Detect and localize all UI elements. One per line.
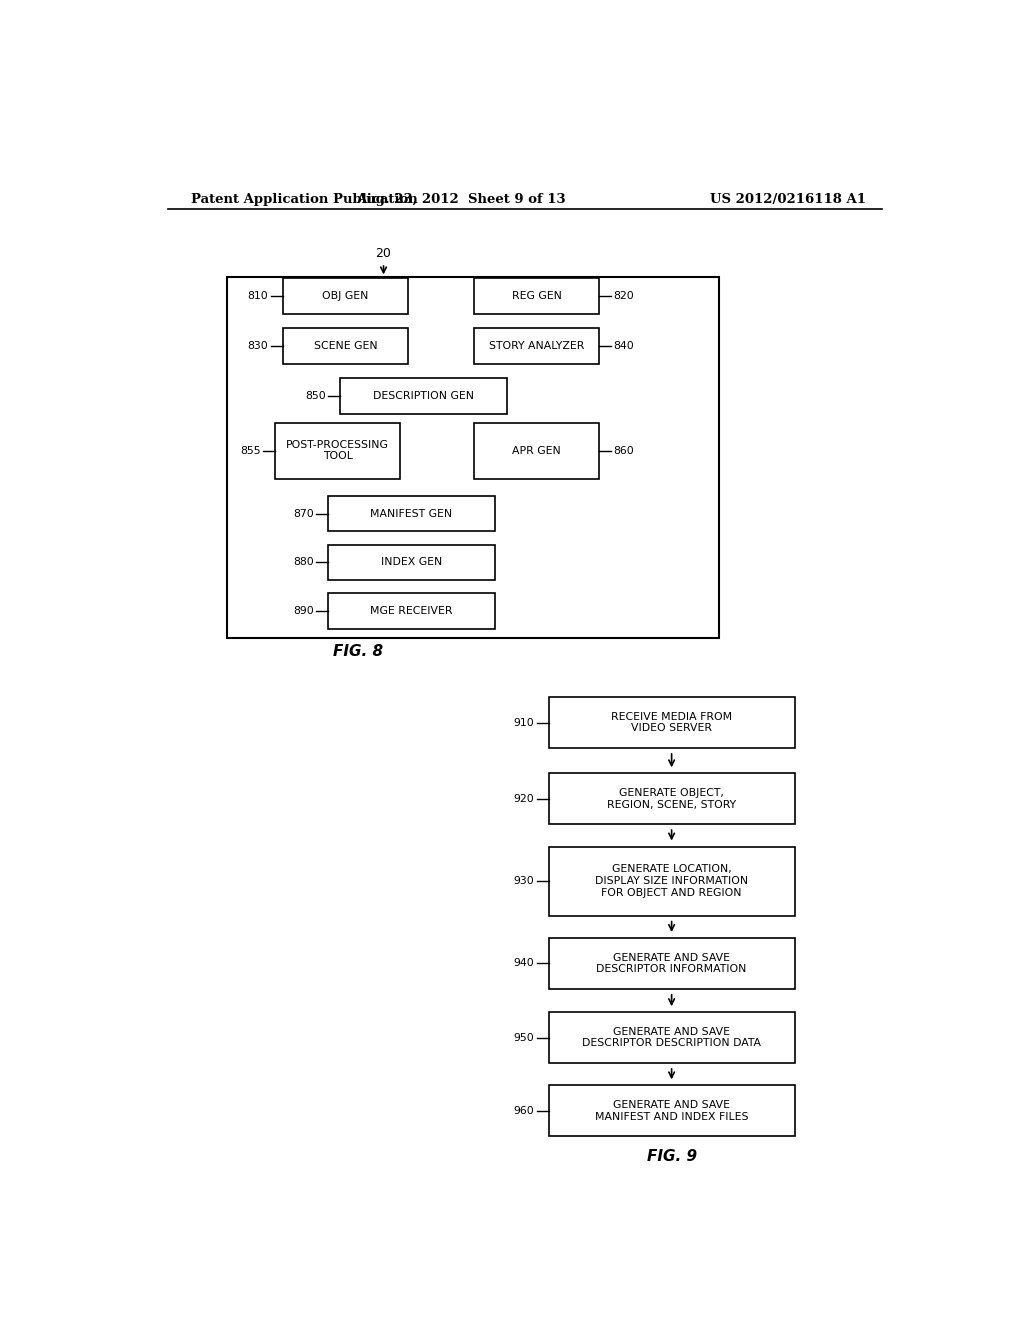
Text: 940: 940 [514,958,535,969]
Text: GENERATE AND SAVE
DESCRIPTOR INFORMATION: GENERATE AND SAVE DESCRIPTOR INFORMATION [596,953,746,974]
Text: 20: 20 [376,247,391,260]
Bar [549,939,795,989]
Text: 870: 870 [293,508,313,519]
Text: GENERATE AND SAVE
DESCRIPTOR DESCRIPTION DATA: GENERATE AND SAVE DESCRIPTOR DESCRIPTION… [582,1027,761,1048]
Bar [549,697,795,748]
Bar [328,496,495,532]
Text: 910: 910 [514,718,535,727]
Text: GENERATE OBJECT,
REGION, SCENE, STORY: GENERATE OBJECT, REGION, SCENE, STORY [607,788,736,809]
Text: 830: 830 [248,341,268,351]
Text: 920: 920 [514,793,535,804]
Text: 960: 960 [514,1106,535,1115]
Text: 840: 840 [613,341,635,351]
Text: US 2012/0216118 A1: US 2012/0216118 A1 [710,193,866,206]
Text: STORY ANALYZER: STORY ANALYZER [489,341,585,351]
Bar [227,277,719,638]
Text: Aug. 23, 2012  Sheet 9 of 13: Aug. 23, 2012 Sheet 9 of 13 [356,193,566,206]
Text: MANIFEST GEN: MANIFEST GEN [371,508,453,519]
Text: 850: 850 [305,391,326,401]
Bar [274,422,400,479]
Text: FIG. 8: FIG. 8 [333,644,383,659]
Text: GENERATE AND SAVE
MANIFEST AND INDEX FILES: GENERATE AND SAVE MANIFEST AND INDEX FIL… [595,1100,749,1122]
Text: REG GEN: REG GEN [512,292,561,301]
Bar [549,1085,795,1137]
Text: 890: 890 [293,606,313,616]
Bar [474,422,599,479]
Text: 880: 880 [293,557,313,568]
Bar [549,1012,795,1063]
Bar [328,594,495,630]
Text: RECEIVE MEDIA FROM
VIDEO SERVER: RECEIVE MEDIA FROM VIDEO SERVER [611,711,732,734]
Bar [549,846,795,916]
Bar [283,329,409,364]
Text: SCENE GEN: SCENE GEN [313,341,377,351]
Text: Patent Application Publication: Patent Application Publication [191,193,418,206]
Bar [549,774,795,824]
Text: 860: 860 [613,446,635,455]
Text: DESCRIPTION GEN: DESCRIPTION GEN [373,391,474,401]
Text: 810: 810 [248,292,268,301]
Text: GENERATE LOCATION,
DISPLAY SIZE INFORMATION
FOR OBJECT AND REGION: GENERATE LOCATION, DISPLAY SIZE INFORMAT… [595,865,749,898]
Bar [340,378,507,413]
Text: FIG. 9: FIG. 9 [646,1148,696,1164]
Text: OBJ GEN: OBJ GEN [323,292,369,301]
Bar [474,279,599,314]
Text: MGE RECEIVER: MGE RECEIVER [370,606,453,616]
Text: 950: 950 [514,1032,535,1043]
Text: 855: 855 [240,446,260,455]
Text: 820: 820 [613,292,635,301]
Text: INDEX GEN: INDEX GEN [381,557,442,568]
Text: POST-PROCESSING
TOOL: POST-PROCESSING TOOL [286,440,389,462]
Bar [328,545,495,581]
Text: 930: 930 [514,876,535,886]
Text: APR GEN: APR GEN [512,446,561,455]
Bar [283,279,409,314]
Bar [474,329,599,364]
